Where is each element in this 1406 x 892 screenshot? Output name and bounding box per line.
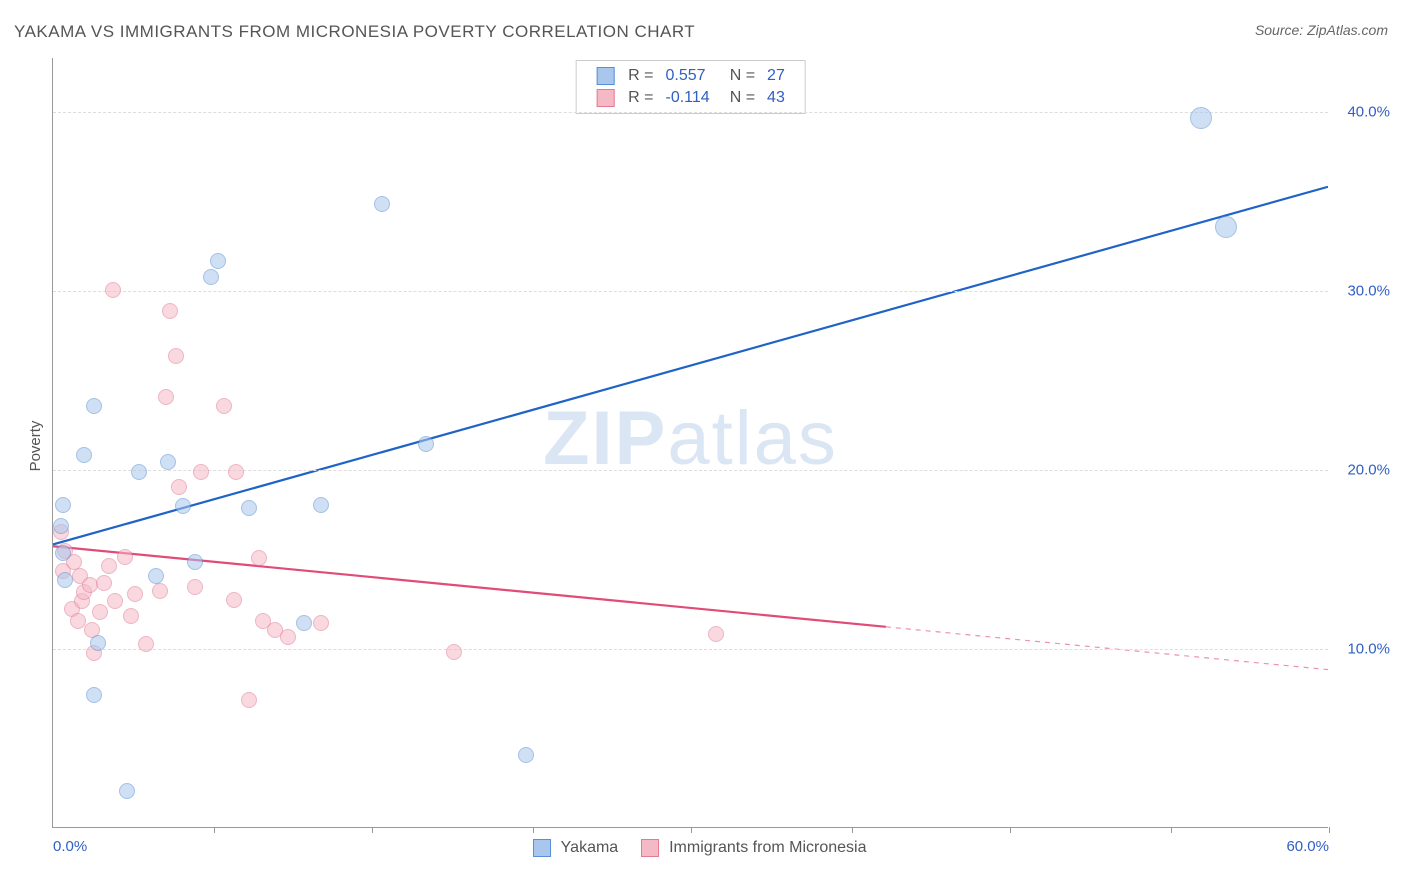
watermark-zip: ZIP	[543, 396, 667, 481]
x-tick	[1171, 827, 1172, 833]
scatter-point	[193, 464, 209, 480]
y-tick-label: 30.0%	[1334, 282, 1390, 299]
scatter-point	[86, 687, 102, 703]
legend-swatch-s2	[596, 89, 614, 107]
scatter-point	[123, 608, 139, 624]
scatter-point	[210, 253, 226, 269]
scatter-point	[148, 568, 164, 584]
scatter-point	[241, 500, 257, 516]
scatter-point	[55, 497, 71, 513]
scatter-point	[241, 692, 257, 708]
y-tick-label: 10.0%	[1334, 640, 1390, 657]
scatter-point	[105, 282, 121, 298]
x-tick	[1010, 827, 1011, 833]
legend-n-value-2: 43	[761, 87, 791, 109]
trend-line-solid	[53, 546, 886, 627]
scatter-point	[1215, 216, 1237, 238]
gridline	[53, 649, 1328, 650]
series-legend: Yakama Immigrants from Micronesia	[515, 839, 867, 857]
legend-swatch-s1	[596, 67, 614, 85]
scatter-point	[280, 629, 296, 645]
scatter-point	[203, 269, 219, 285]
x-tick	[691, 827, 692, 833]
scatter-point	[152, 583, 168, 599]
scatter-point	[158, 389, 174, 405]
scatter-point	[53, 518, 69, 534]
scatter-point	[107, 593, 123, 609]
legend-r-value-1: 0.557	[660, 65, 716, 87]
y-tick-label: 20.0%	[1334, 461, 1390, 478]
legend-row-1: R = 0.557 N = 27	[590, 65, 791, 87]
scatter-point	[76, 447, 92, 463]
series-label-s1: Yakama	[561, 839, 619, 856]
scatter-point	[138, 636, 154, 652]
scatter-point	[57, 572, 73, 588]
scatter-point	[216, 398, 232, 414]
scatter-point	[708, 626, 724, 642]
scatter-point	[131, 464, 147, 480]
legend-r-label-2: R =	[622, 87, 659, 109]
watermark: ZIPatlas	[543, 395, 838, 482]
scatter-point	[160, 454, 176, 470]
trend-line	[53, 187, 1328, 545]
legend-n-label-1: N =	[716, 65, 761, 87]
chart-title: YAKAMA VS IMMIGRANTS FROM MICRONESIA POV…	[14, 22, 695, 42]
gridline	[53, 112, 1328, 113]
scatter-point	[86, 398, 102, 414]
scatter-point	[55, 545, 71, 561]
scatter-point	[90, 635, 106, 651]
x-tick-label-left: 0.0%	[53, 838, 87, 855]
correlation-legend: R = 0.557 N = 27 R = -0.114 N = 43	[575, 60, 806, 114]
scatter-point	[82, 577, 98, 593]
scatter-point	[446, 644, 462, 660]
legend-r-label-1: R =	[622, 65, 659, 87]
scatter-point	[187, 579, 203, 595]
series-swatch-s1	[533, 839, 551, 857]
scatter-point	[187, 554, 203, 570]
scatter-point	[251, 550, 267, 566]
scatter-point	[162, 303, 178, 319]
scatter-point	[1190, 107, 1212, 129]
scatter-point	[418, 436, 434, 452]
x-tick	[1329, 827, 1330, 833]
series-swatch-s2	[641, 839, 659, 857]
plot-area: ZIPatlas R = 0.557 N = 27 R = -0.114 N =…	[52, 58, 1328, 828]
trend-lines	[53, 58, 1328, 827]
gridline	[53, 470, 1328, 471]
scatter-point	[228, 464, 244, 480]
scatter-point	[296, 615, 312, 631]
x-tick	[372, 827, 373, 833]
scatter-point	[117, 549, 133, 565]
legend-row-2: R = -0.114 N = 43	[590, 87, 791, 109]
scatter-point	[313, 615, 329, 631]
scatter-point	[374, 196, 390, 212]
y-axis-label: Poverty	[27, 421, 44, 472]
scatter-point	[92, 604, 108, 620]
legend-n-label-2: N =	[716, 87, 761, 109]
legend-n-value-1: 27	[761, 65, 791, 87]
x-tick-label-right: 60.0%	[1286, 838, 1329, 855]
scatter-point	[127, 586, 143, 602]
gridline	[53, 291, 1328, 292]
scatter-point	[168, 348, 184, 364]
scatter-point	[119, 783, 135, 799]
scatter-point	[70, 613, 86, 629]
source-label: Source: ZipAtlas.com	[1255, 22, 1388, 38]
series-label-s2: Immigrants from Micronesia	[669, 839, 866, 856]
scatter-point	[226, 592, 242, 608]
watermark-atlas: atlas	[667, 396, 838, 481]
scatter-point	[171, 479, 187, 495]
scatter-point	[313, 497, 329, 513]
x-tick	[533, 827, 534, 833]
legend-r-value-2: -0.114	[660, 87, 716, 109]
scatter-point	[96, 575, 112, 591]
y-tick-label: 40.0%	[1334, 103, 1390, 120]
scatter-point	[101, 558, 117, 574]
scatter-point	[175, 498, 191, 514]
legend-table: R = 0.557 N = 27 R = -0.114 N = 43	[590, 65, 791, 109]
x-tick	[852, 827, 853, 833]
x-tick	[214, 827, 215, 833]
scatter-point	[518, 747, 534, 763]
